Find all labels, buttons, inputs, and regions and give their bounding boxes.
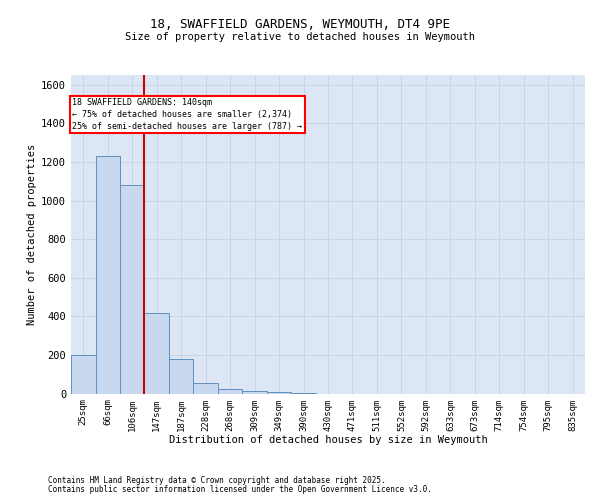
Text: Contains public sector information licensed under the Open Government Licence v3: Contains public sector information licen… — [48, 485, 432, 494]
Bar — [292, 393, 316, 394]
Bar — [218, 389, 242, 394]
Bar — [169, 359, 193, 394]
Bar — [145, 312, 169, 394]
Text: Contains HM Land Registry data © Crown copyright and database right 2025.: Contains HM Land Registry data © Crown c… — [48, 476, 386, 485]
Bar — [193, 383, 218, 394]
Bar — [71, 355, 95, 394]
Bar — [242, 391, 267, 394]
Bar — [120, 185, 145, 394]
X-axis label: Distribution of detached houses by size in Weymouth: Distribution of detached houses by size … — [169, 435, 487, 445]
Bar — [95, 156, 120, 394]
Text: Size of property relative to detached houses in Weymouth: Size of property relative to detached ho… — [125, 32, 475, 42]
Y-axis label: Number of detached properties: Number of detached properties — [27, 144, 37, 325]
Text: 18, SWAFFIELD GARDENS, WEYMOUTH, DT4 9PE: 18, SWAFFIELD GARDENS, WEYMOUTH, DT4 9PE — [150, 18, 450, 30]
Bar — [267, 392, 292, 394]
Text: 18 SWAFFIELD GARDENS: 140sqm
← 75% of detached houses are smaller (2,374)
25% of: 18 SWAFFIELD GARDENS: 140sqm ← 75% of de… — [72, 98, 302, 131]
